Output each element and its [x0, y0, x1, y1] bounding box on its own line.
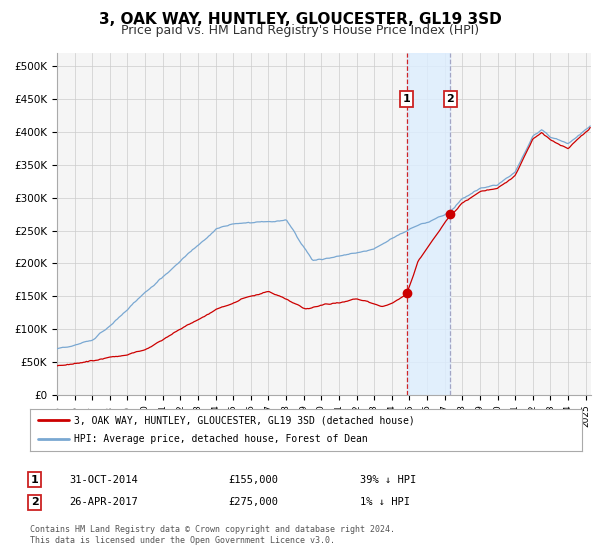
Text: HPI: Average price, detached house, Forest of Dean: HPI: Average price, detached house, Fore… — [74, 435, 368, 445]
Text: 1: 1 — [31, 475, 38, 485]
Text: 3, OAK WAY, HUNTLEY, GLOUCESTER, GL19 3SD: 3, OAK WAY, HUNTLEY, GLOUCESTER, GL19 3S… — [98, 12, 502, 27]
Text: 31-OCT-2014: 31-OCT-2014 — [69, 475, 138, 485]
Text: 3, OAK WAY, HUNTLEY, GLOUCESTER, GL19 3SD (detached house): 3, OAK WAY, HUNTLEY, GLOUCESTER, GL19 3S… — [74, 415, 415, 425]
Text: 2: 2 — [446, 94, 454, 104]
Text: Contains HM Land Registry data © Crown copyright and database right 2024.: Contains HM Land Registry data © Crown c… — [30, 525, 395, 534]
Text: This data is licensed under the Open Government Licence v3.0.: This data is licensed under the Open Gov… — [30, 536, 335, 545]
Text: 39% ↓ HPI: 39% ↓ HPI — [360, 475, 416, 485]
Text: £275,000: £275,000 — [228, 497, 278, 507]
Text: £155,000: £155,000 — [228, 475, 278, 485]
Text: 2: 2 — [31, 497, 38, 507]
Text: 1: 1 — [403, 94, 410, 104]
Text: 1% ↓ HPI: 1% ↓ HPI — [360, 497, 410, 507]
Bar — [407, 53, 451, 395]
Text: 26-APR-2017: 26-APR-2017 — [69, 497, 138, 507]
Text: Price paid vs. HM Land Registry's House Price Index (HPI): Price paid vs. HM Land Registry's House … — [121, 24, 479, 37]
